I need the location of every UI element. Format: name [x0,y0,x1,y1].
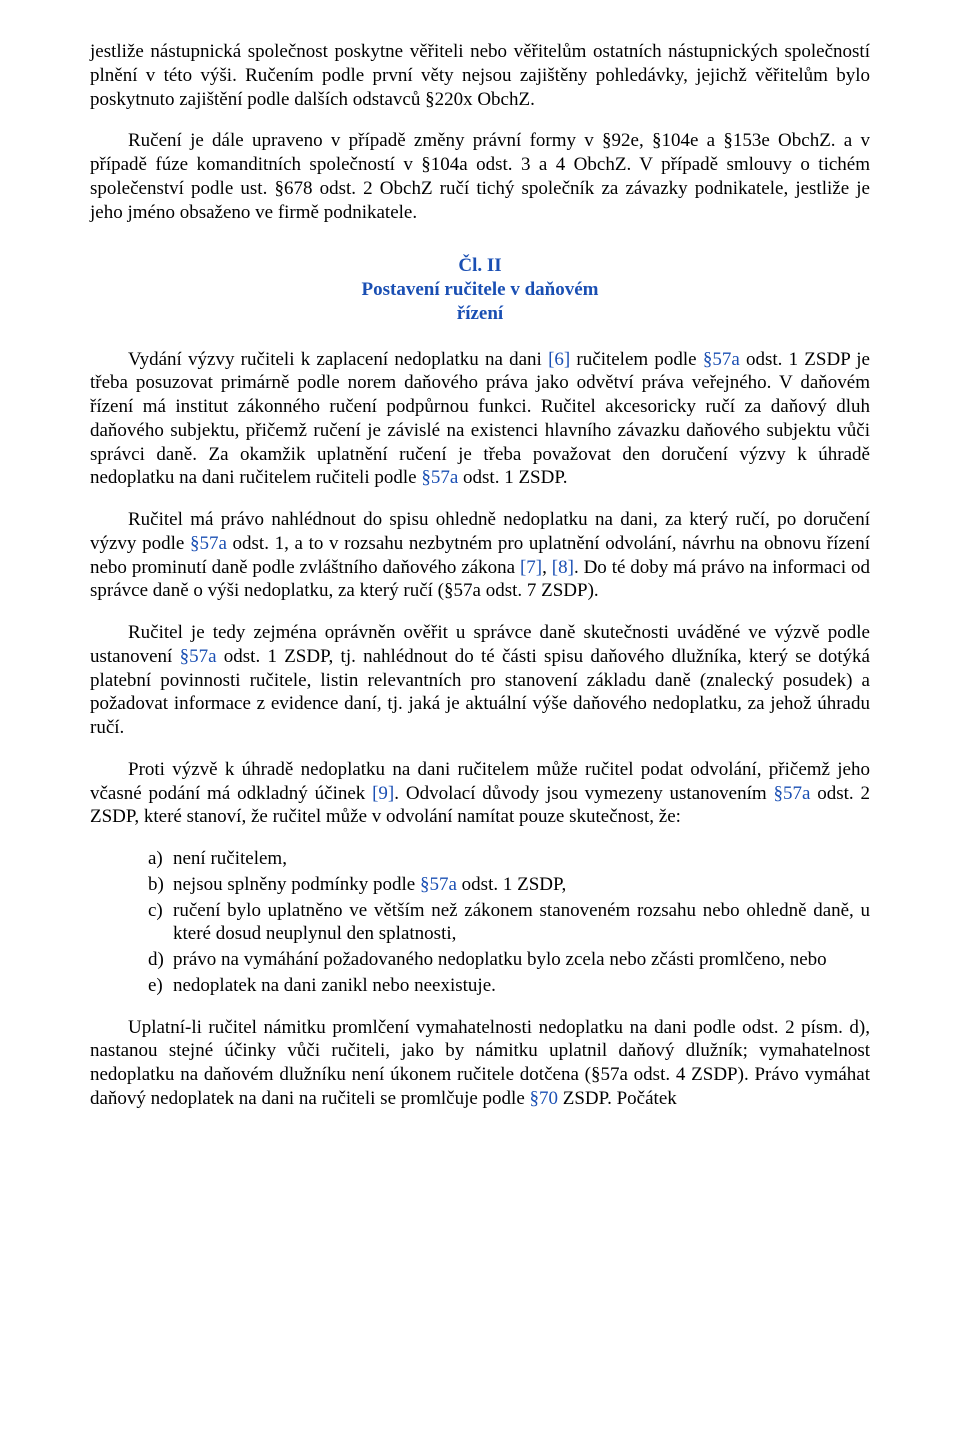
section-link-57a[interactable]: §57a [421,467,458,488]
article-heading: Čl. II Postavení ručitele v daňovém říze… [90,254,870,325]
paragraph-1: jestliže nástupnická společnost poskytne… [90,40,870,111]
body-text: Ručení je dále upraveno v případě změny … [90,130,870,222]
heading-line-2: Postavení ručitele v daňovém [90,278,870,302]
section-link-57a[interactable]: §57a [703,349,740,370]
paragraph-6: Proti výzvě k úhradě nedoplatku na dani … [90,758,870,829]
list-marker: b) [148,873,173,897]
list-text: ručení bylo uplatněno ve větším než záko… [173,900,870,945]
body-text: odst. 1 ZSDP. [458,467,567,488]
objection-list: a) není ručitelem, b) nejsou splněny pod… [90,847,870,998]
list-text: není ručitelem, [173,848,287,869]
paragraph-5: Ručitel je tedy zejména oprávněn ověřit … [90,621,870,740]
body-text: ZSDP. Počátek [558,1088,677,1109]
body-text: jestliže nástupnická společnost poskytne… [90,41,870,110]
footnote-link-9[interactable]: [9] [372,783,394,804]
list-text: nejsou splněny podmínky podle [173,874,420,895]
list-item: e) nedoplatek na dani zanikl nebo neexis… [148,974,870,998]
section-link-57a[interactable]: §57a [180,646,217,667]
list-marker: d) [148,948,173,972]
paragraph-7: Uplatní-li ručitel námitku promlčení vym… [90,1016,870,1111]
list-text: odst. 1 ZSDP, [457,874,566,895]
footnote-link-6[interactable]: [6] [548,349,570,370]
list-item: a) není ručitelem, [148,847,870,871]
body-text: . Odvolací důvody jsou vymezeny ustanove… [394,783,773,804]
list-marker: e) [148,974,173,998]
document-page: jestliže nástupnická společnost poskytne… [0,0,960,1455]
list-text: právo na vymáhání požadovaného nedoplatk… [173,949,827,970]
list-item: d) právo na vymáhání požadovaného nedopl… [148,948,870,972]
list-text: nedoplatek na dani zanikl nebo neexistuj… [173,975,496,996]
body-text: Vydání výzvy ručiteli k zaplacení nedopl… [128,349,548,370]
section-link-57a[interactable]: §57a [190,533,227,554]
paragraph-4: Ručitel má právo nahlédnout do spisu ohl… [90,508,870,603]
list-item: b) nejsou splněny podmínky podle §57a od… [148,873,870,897]
section-link-57a[interactable]: §57a [773,783,810,804]
list-item: c) ručení bylo uplatněno ve větším než z… [148,899,870,947]
body-text: , [542,557,552,578]
body-text: Uplatní-li ručitel námitku promlčení vym… [90,1017,870,1109]
paragraph-3: Vydání výzvy ručiteli k zaplacení nedopl… [90,348,870,491]
body-text: ručitelem podle [570,349,703,370]
section-link-70[interactable]: §70 [530,1088,559,1109]
section-link-57a[interactable]: §57a [420,874,457,895]
heading-line-1: Čl. II [90,254,870,278]
paragraph-2: Ručení je dále upraveno v případě změny … [90,129,870,224]
list-marker: c) [148,899,173,923]
footnote-link-7[interactable]: [7] [520,557,542,578]
footnote-link-8[interactable]: [8] [552,557,574,578]
heading-line-3: řízení [90,302,870,326]
list-marker: a) [148,847,173,871]
